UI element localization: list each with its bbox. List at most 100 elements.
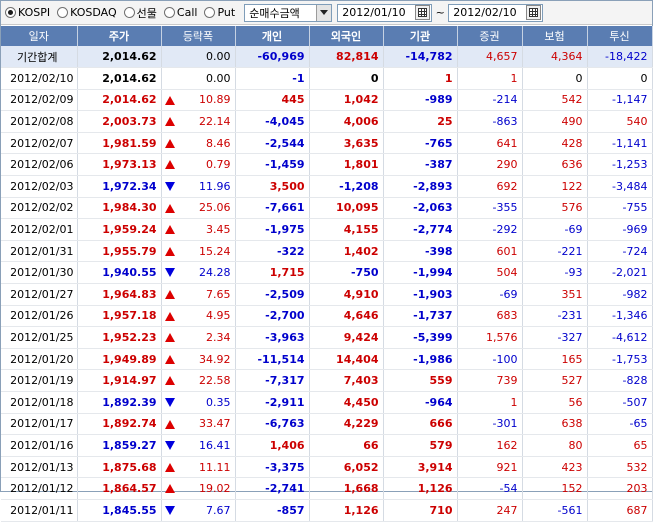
radio-button[interactable] bbox=[204, 7, 216, 18]
row-date: 2012/01/27 bbox=[1, 283, 78, 306]
date-to-field[interactable]: 2012/02/10 bbox=[448, 3, 544, 22]
row-securities: -355 bbox=[457, 197, 523, 220]
radio-button[interactable] bbox=[163, 7, 175, 18]
radio-button[interactable] bbox=[57, 7, 69, 18]
table-row[interactable]: 2012/02/01 1,959.24 3.45 -1,975 4,155 -2,774-… bbox=[1, 218, 653, 241]
table-row[interactable]: 2012/01/12 1,864.57 19.02 -2,741 1,668 1,126-… bbox=[1, 477, 653, 500]
table-row[interactable]: 2012/01/11 1,845.55 7.67 -857 1,126 710 247 -56… bbox=[1, 499, 653, 522]
dropdown-button[interactable] bbox=[316, 4, 332, 21]
column-header[interactable]: 보험 bbox=[522, 26, 588, 46]
row-foreign: 1,801 bbox=[309, 153, 384, 177]
date-from-value[interactable]: 2012/01/10 bbox=[342, 6, 406, 19]
table-row[interactable]: 2012/02/02 1,984.30 25.06 -7,661 10,095 -2,06… bbox=[1, 197, 653, 220]
column-header[interactable]: 기관 bbox=[383, 26, 458, 46]
calendar-icon bbox=[418, 8, 428, 17]
row-change: 0.79 bbox=[161, 153, 236, 177]
table-row[interactable]: 2012/02/06 1,973.13 0.79 -1,459 1,801 -387 290… bbox=[1, 153, 653, 177]
row-insurance: 423 bbox=[522, 456, 588, 479]
row-change: 4.95 bbox=[161, 305, 236, 328]
row-trust: -982 bbox=[587, 283, 653, 306]
row-individual: -2,544 bbox=[235, 132, 310, 155]
table-row[interactable]: 2012/01/27 1,964.83 7.65 -2,509 4,910 -1,903-… bbox=[1, 283, 653, 306]
row-date: 기간합계 bbox=[1, 46, 78, 69]
row-trust: -828 bbox=[587, 369, 653, 392]
column-header[interactable]: 일자 bbox=[1, 26, 78, 46]
row-change: 15.24 bbox=[161, 240, 236, 263]
metric-select[interactable]: 순매수금액 bbox=[244, 3, 333, 22]
market-option-kospi[interactable]: KOSPI bbox=[5, 6, 50, 19]
date-to-value[interactable]: 2012/02/10 bbox=[453, 6, 517, 19]
table-row[interactable]: 2012/01/16 1,859.27 16.41 1,406 66 579 162 80 65 bbox=[1, 434, 653, 457]
calendar-button-from[interactable] bbox=[415, 5, 431, 20]
arrow-up-icon bbox=[164, 95, 175, 105]
table-row[interactable]: 2012/01/26 1,957.18 4.95 -2,700 4,646 -1,737 6… bbox=[1, 305, 653, 328]
table-row[interactable]: 2012/01/20 1,949.89 34.92 -11,514 14,404 -1,9… bbox=[1, 348, 653, 371]
row-price: 1,864.57 bbox=[77, 477, 162, 500]
table-row[interactable]: 2012/01/18 1,892.39 0.35 -2,911 4,450 -964 1 56… bbox=[1, 391, 653, 414]
arrow-up-icon bbox=[164, 462, 175, 472]
date-from-field[interactable]: 2012/01/10 bbox=[337, 3, 433, 22]
column-header[interactable]: 외국인 bbox=[309, 26, 384, 46]
row-price: 1,892.39 bbox=[77, 391, 162, 414]
market-option-선물[interactable]: 선물 bbox=[123, 5, 157, 21]
table-row[interactable]: 2012/01/31 1,955.79 15.24 -322 1,402 -398 601-… bbox=[1, 240, 653, 263]
calendar-button-to[interactable] bbox=[526, 5, 542, 20]
radio-button[interactable] bbox=[123, 7, 135, 18]
arrow-up-icon bbox=[164, 290, 175, 300]
row-individual: -6,763 bbox=[235, 413, 310, 436]
table-row[interactable]: 2012/01/19 1,914.97 22.58 -7,317 7,403 559 739… bbox=[1, 369, 653, 392]
market-option-kosdaq[interactable]: KOSDAQ bbox=[57, 6, 117, 19]
radio-button[interactable] bbox=[5, 7, 16, 18]
market-option-put[interactable]: Put bbox=[204, 6, 235, 19]
row-trust: -1,141 bbox=[587, 132, 653, 155]
column-header[interactable]: 개인 bbox=[235, 26, 310, 46]
row-date: 2012/02/06 bbox=[1, 153, 78, 177]
row-individual: 1,406 bbox=[235, 434, 310, 457]
column-header[interactable]: 주가 bbox=[77, 26, 162, 46]
market-option-label: Put bbox=[217, 6, 236, 19]
row-change: 10.89 bbox=[161, 89, 236, 112]
row-securities: 504 bbox=[457, 261, 523, 285]
column-header[interactable]: 등락폭 bbox=[161, 26, 236, 46]
row-institution: -2,774 bbox=[383, 218, 458, 241]
row-individual: -3,963 bbox=[235, 326, 310, 349]
row-institution: 710 bbox=[383, 499, 458, 522]
table-row[interactable]: 2012/01/30 1,940.55 24.28 1,715 -750 -1,994 50… bbox=[1, 261, 653, 285]
market-option-call[interactable]: Call bbox=[163, 6, 197, 19]
row-insurance: -221 bbox=[522, 240, 588, 263]
table-row[interactable]: 2012/01/13 1,875.68 11.11 -3,375 6,052 3,914 9… bbox=[1, 456, 653, 479]
row-insurance: -69 bbox=[522, 218, 588, 241]
row-securities: -69 bbox=[457, 283, 523, 306]
row-institution: -1,994 bbox=[383, 261, 458, 285]
column-header[interactable]: 투신 bbox=[587, 26, 653, 46]
row-trust: -65 bbox=[587, 413, 653, 436]
row-foreign: 1,126 bbox=[309, 499, 384, 522]
table-row[interactable]: 2012/02/07 1,981.59 8.46 -2,544 3,635 -765 641… bbox=[1, 132, 653, 155]
row-trust: 65 bbox=[587, 434, 653, 457]
row-foreign: 4,450 bbox=[309, 391, 384, 414]
row-securities: 247 bbox=[457, 499, 523, 522]
row-foreign: 4,229 bbox=[309, 413, 384, 436]
row-price: 2,014.62 bbox=[77, 89, 162, 112]
row-change: 19.02 bbox=[161, 477, 236, 500]
column-header[interactable]: 증권 bbox=[457, 26, 523, 46]
row-institution: -2,893 bbox=[383, 175, 458, 198]
calendar-icon bbox=[529, 8, 539, 17]
row-trust: -507 bbox=[587, 391, 653, 414]
period-total-row[interactable]: 기간합계 2,014.62 0.00 -60,969 82,814 -14,782 4,65… bbox=[1, 46, 653, 69]
row-date: 2012/01/13 bbox=[1, 456, 78, 479]
row-date: 2012/01/11 bbox=[1, 499, 78, 522]
row-foreign: 4,646 bbox=[309, 305, 384, 328]
table-row[interactable]: 2012/01/17 1,892.74 33.47 -6,763 4,229 666 -30… bbox=[1, 413, 653, 436]
table-row[interactable]: 2012/01/25 1,952.23 2.34 -3,963 9,424 -5,399 1… bbox=[1, 326, 653, 349]
chevron-down-icon bbox=[320, 10, 329, 15]
table-row[interactable]: 2012/02/08 2,003.73 22.14 -4,045 4,006 25 -863… bbox=[1, 110, 653, 133]
table-row[interactable]: 2012/02/10 2,014.62 0.00 -1 0 1 1 0 0 bbox=[1, 67, 653, 90]
row-change: 0.35 bbox=[161, 391, 236, 414]
row-foreign: 7,403 bbox=[309, 369, 384, 392]
row-date: 2012/01/31 bbox=[1, 240, 78, 263]
table-row[interactable]: 2012/02/03 1,972.34 11.96 3,500 -1,208 -2,893… bbox=[1, 175, 653, 198]
table-row[interactable]: 2012/02/09 2,014.62 10.89 445 1,042 -989 -214 5… bbox=[1, 89, 653, 112]
row-securities: -863 bbox=[457, 110, 523, 133]
row-individual: -60,969 bbox=[235, 46, 310, 69]
